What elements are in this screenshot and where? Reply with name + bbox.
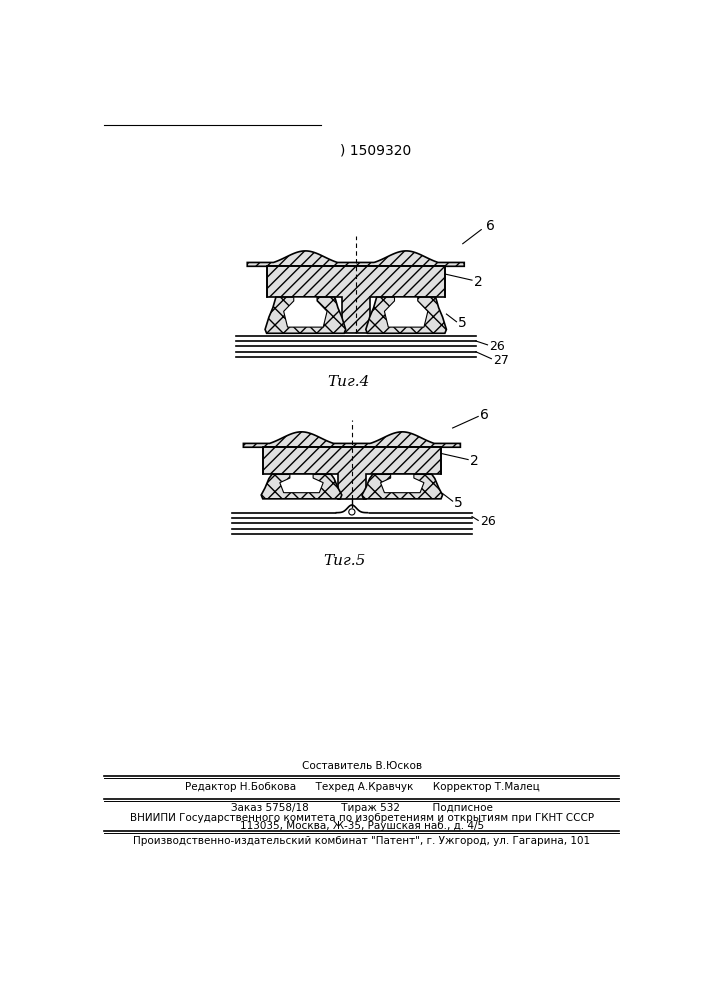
Text: 2: 2 xyxy=(469,454,479,468)
Text: Составитель В.Юсков: Составитель В.Юсков xyxy=(302,761,422,771)
Polygon shape xyxy=(265,297,346,333)
Polygon shape xyxy=(247,251,464,266)
Polygon shape xyxy=(261,474,341,499)
Text: 26: 26 xyxy=(489,340,505,353)
Text: 27: 27 xyxy=(493,354,509,367)
Text: ВНИИПИ Государственного комитета по изобретениям и открытиям при ГКНТ СССР: ВНИИПИ Государственного комитета по изоб… xyxy=(130,813,594,823)
Text: Τиг.4: Τиг.4 xyxy=(327,375,369,389)
Text: 6: 6 xyxy=(486,219,495,233)
Polygon shape xyxy=(243,432,460,447)
Polygon shape xyxy=(280,474,323,493)
Text: 26: 26 xyxy=(480,515,496,528)
Text: Заказ 5758/18          Тираж 532          Подписное: Заказ 5758/18 Тираж 532 Подписное xyxy=(231,803,493,813)
Text: 113035, Москва, Ж-35, Раушская наб., д. 4/5: 113035, Москва, Ж-35, Раушская наб., д. … xyxy=(240,821,484,831)
Text: Производственно-издательский комбинат "Патент", г. Ужгород, ул. Гагарина, 101: Производственно-издательский комбинат "П… xyxy=(134,836,590,846)
Polygon shape xyxy=(362,474,443,499)
Text: Редактор Н.Бобкова      Техред А.Кравчук      Корректор Т.Малец: Редактор Н.Бобкова Техред А.Кравчук Корр… xyxy=(185,782,539,792)
Text: 5: 5 xyxy=(454,496,463,510)
Polygon shape xyxy=(366,297,446,333)
Text: 6: 6 xyxy=(480,408,489,422)
Polygon shape xyxy=(380,474,424,493)
Text: 5: 5 xyxy=(458,316,467,330)
Polygon shape xyxy=(263,447,441,499)
Polygon shape xyxy=(385,297,428,327)
Text: Τиг.5: Τиг.5 xyxy=(323,554,366,568)
Polygon shape xyxy=(284,297,327,327)
Text: 2: 2 xyxy=(474,275,482,289)
Polygon shape xyxy=(267,266,445,333)
Text: ) 1509320: ) 1509320 xyxy=(339,144,411,158)
